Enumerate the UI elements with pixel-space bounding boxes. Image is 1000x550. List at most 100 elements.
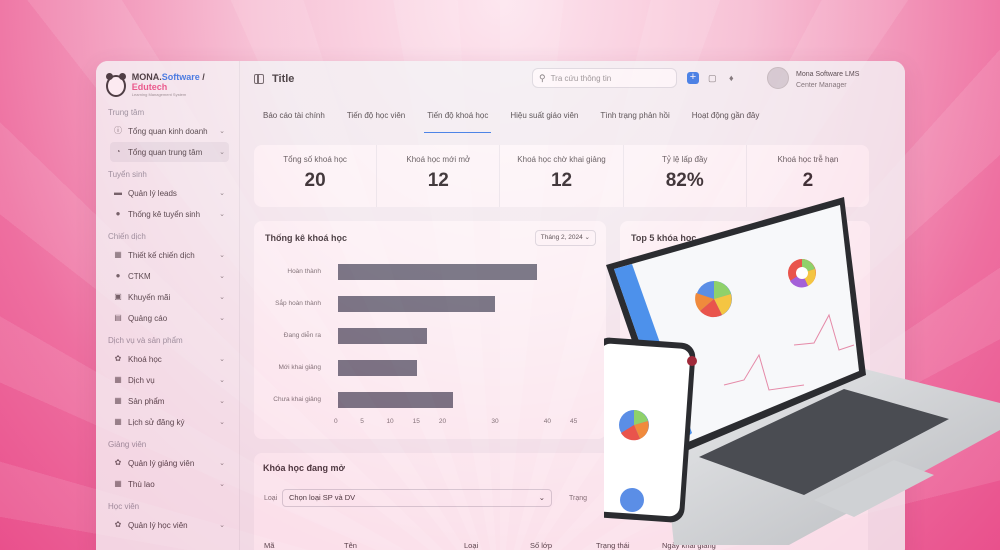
phone-pie-chart-2 <box>620 488 644 512</box>
stat-label: Khoá học chờ khai giảng <box>517 155 606 164</box>
bell-icon[interactable]: ♦ <box>729 73 734 83</box>
sidebar-item[interactable]: ● CTKM ⌄ <box>110 266 229 286</box>
gear-icon: ✿ <box>114 458 122 467</box>
bar[interactable] <box>338 328 428 344</box>
sidebar-item-label: Lịch sử đăng ký <box>128 417 185 427</box>
x-tick-label: 10 <box>386 418 394 425</box>
stats-summary: Tổng số khoá học 20 Khoá học mới mở 12 Khoá … <box>254 145 869 207</box>
tab[interactable]: Tiến độ học viên <box>346 111 406 120</box>
stat-value: 82% <box>665 170 704 191</box>
sidebar-section-title: Dịch vụ và sản phẩm <box>108 336 183 345</box>
chevron-down-icon: ⌄ <box>219 481 225 488</box>
user-name: Mona Software LMS <box>796 71 860 78</box>
sidebar-item-label: Thiết kế chiến dịch <box>128 250 195 260</box>
stat-label: Khoá học trễ hạn <box>777 155 839 164</box>
open-courses-title: Khóa học đang mở <box>263 463 345 473</box>
bar[interactable] <box>338 296 496 312</box>
sidebar-item[interactable]: ● Thống kê tuyển sinh ⌄ <box>110 204 229 224</box>
sidebar-item[interactable]: ✿ Quản lý học viên ⌄ <box>110 515 229 535</box>
pie-icon: ◔ <box>115 147 121 156</box>
sidebar-item-label: Dịch vụ <box>128 375 155 385</box>
status-filter-label: Trạng <box>569 495 588 502</box>
stat-card: Khoá học chờ khai giảng 12 <box>500 145 624 207</box>
chevron-down-icon: ⌄ <box>219 149 225 156</box>
avatar[interactable] <box>767 67 789 89</box>
bar[interactable] <box>338 392 454 408</box>
tab[interactable]: Báo cáo tài chính <box>263 111 325 120</box>
users-icon: ● <box>115 271 121 280</box>
chevron-down-icon: ⌄ <box>219 190 225 197</box>
device-mockup <box>604 197 1000 545</box>
tab[interactable]: Tiến độ khoá học <box>416 109 499 133</box>
chevron-down-icon: ⌄ <box>219 356 225 363</box>
bar[interactable] <box>338 264 538 280</box>
x-tick-label: 0 <box>334 418 338 425</box>
sidebar-item[interactable]: ✿ Khoá học ⌄ <box>110 349 229 369</box>
stat-label: Khoá học mới mở <box>406 155 471 164</box>
chevron-down-icon: ⌄ <box>219 377 225 384</box>
table-column-header[interactable]: Trạng thái <box>596 541 630 550</box>
tab[interactable]: Tình trạng phản hồi <box>600 111 670 120</box>
tab[interactable]: Hiệu suất giáo viên <box>510 111 579 120</box>
sidebar-item[interactable]: ▦ Dịch vụ ⌄ <box>110 370 229 390</box>
sidebar-item[interactable]: ▤ Quảng cáo ⌄ <box>110 308 229 328</box>
x-tick-label: 15 <box>412 418 420 425</box>
sidebar-section-title: Tuyển sinh <box>108 170 147 179</box>
sidebar-item[interactable]: ⓘ Tổng quan kinh doanh ⌄ <box>110 121 229 141</box>
sidebar-item[interactable]: ✿ Quản lý giảng viên ⌄ <box>110 453 229 473</box>
table-column-header[interactable]: Mã <box>264 541 275 550</box>
sidebar-item[interactable]: ▦ Thù lao ⌄ <box>110 474 229 494</box>
sidebar-section-title: Học viên <box>108 502 140 511</box>
sidebar-toggle-icon[interactable] <box>254 74 264 84</box>
brand-logo[interactable]: MONA.Software / Edutech Learning Managem… <box>96 61 239 101</box>
table-column-header[interactable]: Loại <box>464 541 479 550</box>
stat-card: Khoá học trễ hạn 2 <box>747 145 869 207</box>
chat-icon[interactable]: ▢ <box>708 73 717 83</box>
table-column-header[interactable]: Ngày khai giảng <box>662 541 716 550</box>
sidebar-item-label: Khuyến mãi <box>128 292 171 302</box>
search-input[interactable]: ⚲ Tra cứu thông tin <box>532 68 677 88</box>
sidebar-item[interactable]: ▦ Thiết kế chiến dịch ⌄ <box>110 245 229 265</box>
sidebar-item-label: Khoá học <box>128 354 162 364</box>
sidebar-item-label: Quản lý học viên <box>128 520 188 530</box>
sidebar: MONA.Software / Edutech Learning Managem… <box>96 61 240 550</box>
sidebar-item[interactable]: ▣ Khuyến mãi ⌄ <box>110 287 229 307</box>
sidebar-section-title: Trung tâm <box>108 108 145 117</box>
bar-category-label: Hoàn thành <box>287 268 321 275</box>
laptop-line-chart <box>723 353 805 391</box>
sidebar-item[interactable]: ◔ Tổng quan trung tâm ⌄ <box>110 142 229 162</box>
type-select-value: Chọn loại SP và DV <box>289 493 356 502</box>
top5-title: Top 5 khóa học <box>631 233 697 243</box>
user-info[interactable]: Mona Software LMS Center Manager <box>796 69 859 91</box>
grid-icon: ▦ <box>114 250 122 259</box>
laptop-pie-chart <box>695 281 732 318</box>
chevron-down-icon: ⌄ <box>219 522 225 529</box>
gear-icon: ✿ <box>114 354 122 363</box>
sidebar-item-label: Tổng quan kinh doanh <box>128 126 208 136</box>
sidebar-item-label: Quảng cáo <box>128 313 168 323</box>
bar[interactable] <box>338 360 417 376</box>
laptop-line-chart-2 <box>793 313 855 351</box>
phone-avatar <box>687 356 697 366</box>
month-select[interactable]: Tháng 2, 2024 ⌄ <box>534 230 596 246</box>
type-select[interactable]: Chọn loại SP và DV ⌄ <box>282 489 552 507</box>
sidebar-item[interactable]: ▦ Sản phẩm ⌄ <box>110 391 229 411</box>
tab[interactable]: Hoạt động gần đây <box>691 111 760 120</box>
table-column-header[interactable]: Số lớp <box>530 541 553 550</box>
brand-name-edutech: Edutech <box>131 82 168 93</box>
info-icon: ⓘ <box>114 126 122 135</box>
laptop-trackpad <box>814 460 934 517</box>
chevron-down-icon: ⌄ <box>219 128 225 135</box>
add-button[interactable]: + <box>687 72 699 84</box>
table-column-header[interactable]: Tên <box>344 541 357 550</box>
sidebar-item[interactable]: ▦ Lịch sử đăng ký ⌄ <box>110 412 229 432</box>
stat-value: 12 <box>427 170 449 191</box>
brand-name-software: Software <box>161 72 200 83</box>
month-value: Tháng 2, 2024 <box>540 234 583 241</box>
x-tick-label: 40 <box>543 418 551 425</box>
grid-icon: ▦ <box>114 479 122 488</box>
stat-value: 12 <box>550 170 573 191</box>
search-icon: ⚲ <box>539 72 546 83</box>
sidebar-item[interactable]: ▬ Quản lý leads ⌄ <box>110 183 229 203</box>
sidebar-section-title: Giảng viên <box>108 440 147 449</box>
